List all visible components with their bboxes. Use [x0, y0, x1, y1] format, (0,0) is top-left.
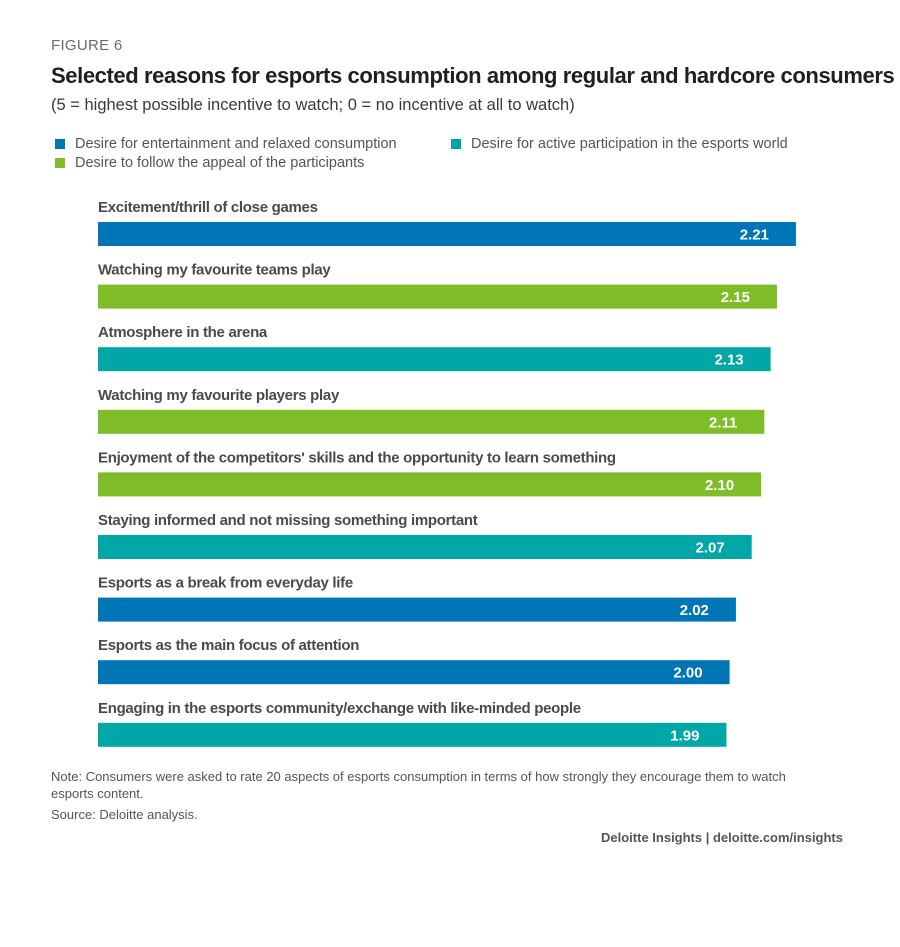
bar: [98, 660, 730, 685]
category-label: Atmosphere in the arena: [98, 324, 268, 341]
category-label: Excitement/thrill of close games: [98, 199, 318, 216]
bar-value-label: 2.15: [721, 289, 750, 306]
legend-swatch-appeal: [55, 158, 65, 168]
category-label: Esports as the main focus of attention: [98, 637, 359, 654]
legend-swatch-participation: [451, 139, 461, 149]
legend-item-entertainment: Desire for entertainment and relaxed con…: [55, 136, 397, 152]
bar: [98, 535, 752, 559]
category-label: Staying informed and not missing somethi…: [98, 512, 478, 529]
bar: [98, 472, 762, 497]
bar-value-label: 2.10: [705, 477, 734, 494]
category-label: Watching my favourite players play: [98, 387, 340, 404]
category-label: Esports as a break from everyday life: [98, 575, 353, 592]
bar-value-label: 2.13: [714, 352, 743, 369]
bar: [98, 722, 727, 747]
bar: [98, 284, 777, 309]
legend-item-appeal: Desire to follow the appeal of the parti…: [55, 155, 364, 171]
bar: [98, 597, 736, 622]
bar: [98, 222, 796, 246]
legend-label-entertainment: Desire for entertainment and relaxed con…: [75, 136, 397, 152]
bar-value-label: 2.07: [696, 540, 725, 557]
legend-label-participation: Desire for active participation in the e…: [471, 136, 788, 152]
category-label: Watching my favourite teams play: [98, 262, 331, 279]
bar: [98, 409, 765, 434]
bar-value-label: 2.00: [673, 665, 702, 682]
bar-value-label: 2.02: [680, 602, 709, 619]
chart-source: Source: Deloitte analysis.: [51, 807, 198, 822]
category-label: Enjoyment of the competitors' skills and…: [98, 449, 616, 466]
chart-credit: Deloitte Insights | deloitte.com/insight…: [601, 830, 843, 845]
legend-swatch-entertainment: [55, 139, 65, 149]
figure-label: FIGURE 6: [51, 37, 123, 54]
legend-item-participation: Desire for active participation in the e…: [451, 136, 788, 152]
chart-title: Selected reasons for esports consumption…: [51, 63, 895, 88]
category-label: Engaging in the esports community/exchan…: [98, 700, 581, 717]
bar: [98, 347, 771, 372]
bar-value-label: 2.21: [740, 227, 769, 244]
chart-note: Note: Consumers were asked to rate 20 as…: [51, 769, 786, 801]
bar-value-label: 1.99: [670, 727, 699, 744]
bar-value-label: 2.11: [709, 414, 737, 431]
legend-label-appeal: Desire to follow the appeal of the parti…: [75, 155, 365, 171]
chart-subtitle: (5 = highest possible incentive to watch…: [51, 96, 575, 114]
